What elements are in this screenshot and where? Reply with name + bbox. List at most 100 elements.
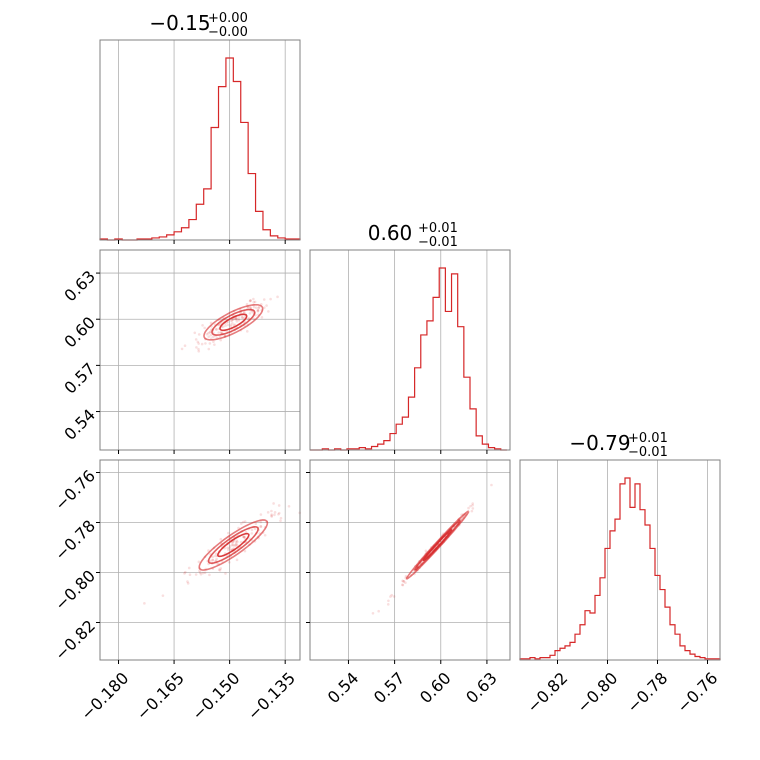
sample-point: [201, 324, 204, 327]
scatter-panel-2-0: [96, 459, 302, 664]
axes-frame: [99, 39, 301, 241]
axes-frame: [309, 249, 511, 451]
histogram-series: [99, 57, 301, 241]
y-tick-label: −0.76: [51, 466, 99, 514]
sample-point: [424, 549, 428, 553]
sample-point: [239, 311, 242, 315]
sample-point: [219, 537, 223, 541]
sample-point: [241, 520, 245, 524]
sample-point: [471, 503, 474, 507]
sample-point: [237, 317, 241, 321]
sample-point: [222, 325, 225, 328]
sample-point: [279, 516, 283, 520]
sample-point: [209, 330, 212, 334]
sample-point: [218, 569, 222, 572]
sample-point: [471, 502, 475, 505]
sample-point: [262, 298, 266, 301]
sample-point: [387, 599, 390, 603]
sample-point: [230, 319, 234, 322]
sample-point: [183, 572, 186, 575]
sample-point: [260, 316, 264, 319]
sample-point: [267, 310, 270, 313]
sample-point: [187, 566, 191, 570]
sample-point: [194, 338, 198, 341]
sample-point: [277, 504, 281, 507]
sample-point: [269, 297, 272, 301]
sample-point: [249, 299, 252, 302]
sample-point: [371, 611, 375, 615]
sample-point: [229, 323, 233, 327]
density-contour: [198, 519, 269, 571]
sample-point: [250, 532, 254, 535]
sample-point: [218, 335, 222, 339]
density-contour: [203, 303, 264, 341]
sample-point: [197, 342, 200, 345]
sample-point: [235, 320, 239, 323]
y-tick-label: 0.63: [60, 267, 99, 306]
sample-point: [215, 557, 218, 561]
sample-point: [390, 593, 394, 597]
sample-point: [212, 335, 215, 339]
sample-point: [235, 542, 238, 546]
sample-point: [277, 511, 281, 515]
axes-frame: [519, 459, 721, 661]
sample-point: [389, 595, 392, 598]
sample-point: [287, 504, 291, 508]
axes-frame: [99, 249, 301, 451]
sample-point: [257, 306, 260, 310]
sample-point: [242, 535, 245, 539]
sample-point: [219, 338, 223, 342]
sample-point: [253, 300, 257, 304]
sample-point: [256, 308, 260, 312]
x-tick-label: −0.82: [523, 668, 571, 716]
title-median: −0.15: [149, 11, 210, 35]
sample-point: [143, 602, 146, 605]
y-tick-label: −0.78: [51, 516, 99, 564]
density-contour: [405, 510, 470, 580]
x-tick-label: −0.150: [188, 668, 243, 723]
sample-point: [249, 306, 253, 310]
x-tick-label: −0.80: [573, 668, 621, 716]
sample-point: [197, 349, 201, 353]
sample-point: [231, 541, 234, 544]
sample-point: [237, 319, 241, 322]
y-tick-label: 0.57: [60, 359, 99, 398]
sample-point: [194, 573, 198, 576]
sample-point: [243, 520, 247, 523]
sample-point: [195, 346, 198, 349]
sample-point: [270, 513, 273, 516]
sample-point: [235, 544, 239, 547]
title-median: −0.79: [569, 431, 630, 455]
sample-point: [469, 504, 472, 508]
sample-point: [254, 306, 258, 310]
density-contour: [217, 532, 250, 558]
sample-point: [245, 330, 249, 333]
sample-point: [404, 581, 407, 585]
sample-point: [263, 306, 266, 309]
sample-point: [270, 509, 273, 513]
sample-point: [186, 582, 190, 585]
sample-point: [259, 525, 263, 529]
sample-point: [209, 333, 213, 337]
sample-point: [241, 316, 244, 319]
sample-point: [250, 528, 254, 532]
sample-point: [198, 569, 201, 573]
scatter-panel-1-0: [96, 249, 301, 454]
sample-point: [234, 317, 238, 320]
sample-point: [233, 323, 237, 326]
title-plus: +0.01: [628, 431, 668, 446]
sample-point: [219, 567, 223, 570]
sample-point: [213, 554, 217, 558]
sample-point: [203, 571, 207, 575]
sample-point: [230, 543, 234, 547]
sample-point: [231, 543, 235, 547]
sample-point: [236, 540, 239, 544]
histogram-panel-2: −0.79+0.01−0.01: [519, 431, 721, 664]
sample-point: [207, 549, 210, 552]
sample-point: [254, 522, 258, 526]
scatter-panel-2-1: [306, 459, 511, 664]
sample-point: [211, 555, 215, 559]
sample-point: [208, 342, 212, 345]
sample-point: [273, 513, 276, 517]
